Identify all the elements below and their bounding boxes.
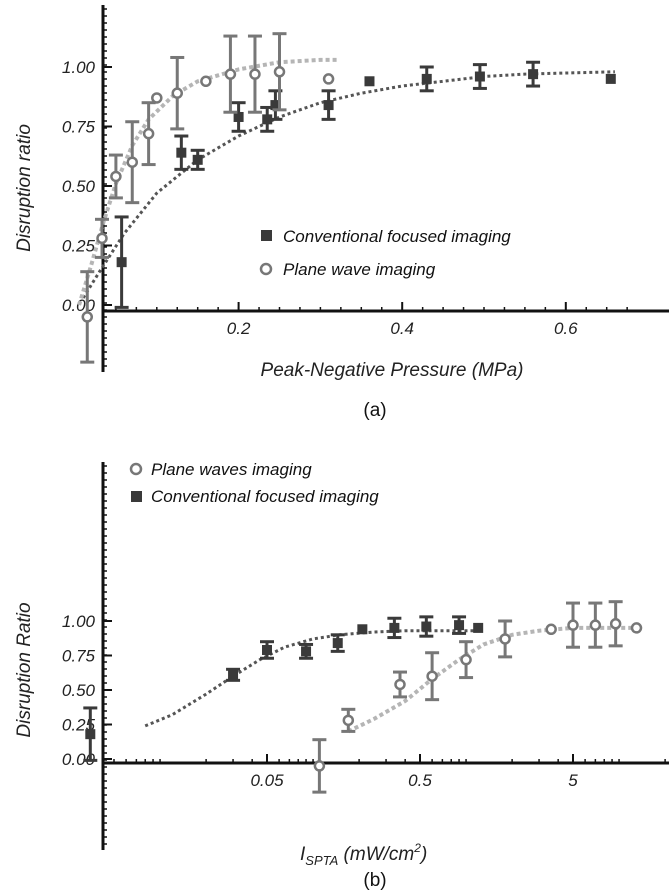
legend-plane-label: Plane waves imaging xyxy=(151,460,312,479)
y-tick-label: 0.75 xyxy=(62,118,96,137)
plane-fit-curve xyxy=(347,625,632,734)
plane-data-point xyxy=(342,714,355,727)
conventional-data-point xyxy=(421,621,432,632)
plane-data-point xyxy=(151,92,163,104)
panel-b-chart: Disruption Ratio ISPTA (mW/cm2) (b) 0.00… xyxy=(14,460,669,891)
y-tick-label: 0.50 xyxy=(62,681,96,700)
plane-data-point xyxy=(142,127,155,140)
plane-data-point xyxy=(567,619,579,631)
y-tick-label: 0.50 xyxy=(62,177,96,196)
panel-a-legend: Conventional focused imaging Plane wave … xyxy=(259,227,511,279)
plane-data-point xyxy=(394,678,406,691)
plane-data-point xyxy=(273,66,286,78)
conventional-data-point xyxy=(357,624,368,635)
plane-data-point xyxy=(630,622,643,634)
conventional-data-point xyxy=(528,69,539,80)
conventional-data-point xyxy=(474,71,485,82)
legend-conventional-square-icon xyxy=(131,491,142,502)
conventional-data-point xyxy=(270,100,281,111)
conventional-data-point xyxy=(116,257,127,268)
conventional-data-point xyxy=(605,73,616,84)
plane-data-point xyxy=(545,623,557,636)
panel-a-x-axis-title: Peak-Negative Pressure (MPa) xyxy=(261,360,524,381)
conventional-data-point xyxy=(454,620,465,631)
plane-data-point xyxy=(426,670,438,682)
conventional-fit-curve xyxy=(144,629,479,728)
plane-data-point xyxy=(322,73,335,85)
x-tick-label: 0.5 xyxy=(408,771,432,790)
legend-plane-label: Plane wave imaging xyxy=(283,260,436,279)
x-tick-label: 0.05 xyxy=(250,771,284,790)
plane-data-point xyxy=(589,619,602,631)
conventional-data-point xyxy=(364,76,375,87)
conventional-data-point xyxy=(389,622,400,633)
panel-b-label: (b) xyxy=(363,870,386,891)
y-tick-label: 0.25 xyxy=(62,237,96,256)
y-tick-label: 1.00 xyxy=(62,612,96,631)
conventional-data-point xyxy=(262,114,273,125)
plane-data-point xyxy=(499,633,511,645)
y-tick-label: 0.75 xyxy=(62,647,96,666)
conventional-data-point xyxy=(473,622,484,633)
conventional-data-point xyxy=(301,646,312,657)
plane-data-point xyxy=(110,170,122,183)
plane-data-point xyxy=(126,156,139,168)
plane-data-point xyxy=(609,618,622,630)
plane-data-point xyxy=(249,68,261,80)
plane-data-point xyxy=(171,87,183,99)
legend-plane-circle-icon xyxy=(129,462,143,476)
legend-conventional-label: Conventional focused imaging xyxy=(283,227,511,246)
conventional-data-point xyxy=(323,100,334,111)
panel-a-y-axis-title: Disruption ratio xyxy=(14,124,35,252)
conventional-data-point xyxy=(228,669,239,680)
plane-data-point xyxy=(81,311,94,323)
conventional-data-point xyxy=(176,147,187,158)
plane-data-point xyxy=(313,760,326,772)
conventional-data-point xyxy=(332,638,343,649)
plane-data-point xyxy=(460,653,472,666)
y-tick-label: 1.00 xyxy=(62,58,96,77)
panel-b-legend: Plane waves imaging Conventional focused… xyxy=(129,460,379,506)
conventional-data-point xyxy=(85,729,96,740)
x-tick-label: 0.2 xyxy=(227,319,251,338)
x-tick-label: 0.4 xyxy=(390,319,414,338)
plane-data-point xyxy=(224,68,237,80)
panel-a-label: (a) xyxy=(363,400,386,421)
conventional-data-point xyxy=(421,73,432,84)
panel-b-x-axis-title: ISPTA (mW/cm2) xyxy=(300,841,427,868)
conventional-data-point xyxy=(262,644,272,655)
y-tick-label: 0.00 xyxy=(62,750,96,769)
plane-data-point xyxy=(96,232,108,245)
plane-data-point xyxy=(200,75,212,88)
legend-plane-circle-icon xyxy=(259,262,273,276)
x-tick-label: 0.6 xyxy=(554,319,578,338)
conventional-data-point xyxy=(233,111,244,122)
legend-conventional-label: Conventional focused imaging xyxy=(151,487,379,506)
x-tick-label: 5 xyxy=(568,771,578,790)
legend-conventional-square-icon xyxy=(261,230,272,241)
panel-b-y-axis-title: Disruption Ratio xyxy=(14,602,35,737)
conventional-data-point xyxy=(192,154,203,165)
panel-a-chart: Disruption ratio Peak-Negative Pressure … xyxy=(14,5,669,421)
